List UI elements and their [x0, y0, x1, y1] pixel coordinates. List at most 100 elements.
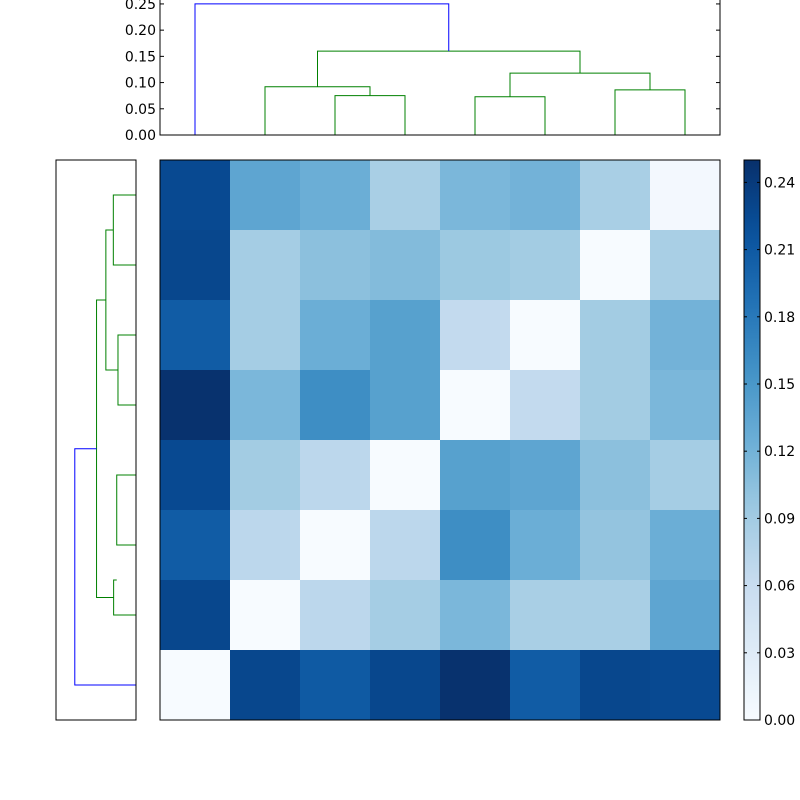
- top-dendrogram-tick-label: 0.10: [125, 76, 156, 92]
- heatmap-cell: [580, 300, 651, 371]
- heatmap-cell: [440, 440, 511, 511]
- top-dendrogram-tick-label: 0.15: [125, 49, 156, 65]
- heatmap-cell: [650, 230, 721, 301]
- heatmap-cell: [650, 370, 721, 441]
- heatmap-cell: [160, 300, 231, 371]
- heatmap-cell: [300, 650, 371, 721]
- colorbar-gradient: [743, 159, 761, 721]
- top-dendrogram-tick-label: 0.05: [125, 102, 156, 118]
- top-dendrogram-frame: [159, 0, 721, 136]
- heatmap-cell: [510, 510, 581, 581]
- left-dendrogram-link: [96, 299, 114, 598]
- heatmap-cell: [160, 580, 231, 651]
- colorbar-tick-label: 0.00: [764, 713, 795, 729]
- heatmap-cell: [650, 580, 721, 651]
- heatmap-cell: [440, 510, 511, 581]
- top-dendrogram: 0.00 0.05 0.10 0.15 0.20 0.25: [125, 0, 721, 144]
- left-dendrogram-link: [74, 448, 136, 686]
- top-dendrogram-link: [614, 89, 686, 135]
- heatmap-cell: [160, 370, 231, 441]
- heatmap-cell: [230, 300, 301, 371]
- heatmap-cell: [580, 440, 651, 511]
- left-dendrogram: [55, 159, 137, 721]
- heatmap-cell: [440, 650, 511, 721]
- heatmap-cell: [160, 650, 231, 721]
- heatmap-cell: [440, 230, 511, 301]
- heatmap-cell: [230, 230, 301, 301]
- colorbar-tick-label: 0.21: [764, 243, 795, 259]
- heatmap-cell: [650, 160, 721, 231]
- heatmap-cell: [160, 510, 231, 581]
- heatmap-cell: [510, 580, 581, 651]
- heatmap-cell: [650, 440, 721, 511]
- colorbar-tick-label: 0.18: [764, 310, 795, 326]
- heatmap-cell: [230, 160, 301, 231]
- heatmap: [159, 159, 721, 721]
- heatmap-cell: [230, 440, 301, 511]
- heatmap-cell: [440, 580, 511, 651]
- top-dendrogram-link: [317, 50, 581, 87]
- heatmap-cell: [510, 370, 581, 441]
- heatmap-cell: [370, 650, 441, 721]
- heatmap-cell: [160, 440, 231, 511]
- left-dendrogram-link: [117, 334, 136, 406]
- top-dendrogram-link: [474, 96, 546, 135]
- heatmap-frame: [159, 159, 721, 721]
- top-dendrogram-link: [264, 86, 371, 135]
- heatmap-cell: [370, 440, 441, 511]
- colorbar-tick-label: 0.15: [764, 377, 795, 393]
- heatmap-cell: [580, 650, 651, 721]
- heatmap-cell: [300, 230, 371, 301]
- heatmap-cell: [230, 580, 301, 651]
- left-dendrogram-link: [113, 579, 136, 616]
- heatmap-cell: [510, 300, 581, 371]
- heatmap-cell: [160, 230, 231, 301]
- heatmap-cell: [230, 370, 301, 441]
- left-dendrogram-link: [112, 194, 136, 266]
- left-dendrogram-frame: [55, 159, 137, 721]
- top-dendrogram-link: [194, 3, 450, 135]
- heatmap-cell: [370, 300, 441, 371]
- heatmap-cell: [440, 370, 511, 441]
- heatmap-cell: [370, 230, 441, 301]
- colorbar-tick-label: 0.09: [764, 511, 795, 527]
- heatmap-cell: [300, 160, 371, 231]
- heatmap-cell: [230, 510, 301, 581]
- heatmap-cell: [300, 510, 371, 581]
- heatmap-cell: [440, 160, 511, 231]
- heatmap-cell: [510, 160, 581, 231]
- heatmap-cell: [510, 650, 581, 721]
- heatmap-cell: [510, 230, 581, 301]
- heatmap-cell: [650, 650, 721, 721]
- heatmap-cell: [580, 230, 651, 301]
- heatmap-cell: [370, 510, 441, 581]
- left-dendrogram-link: [105, 229, 118, 371]
- colorbar-tick-label: 0.12: [764, 444, 795, 460]
- colorbar-tick-label: 0.24: [764, 175, 795, 191]
- heatmap-cell: [300, 370, 371, 441]
- top-dendrogram-tick-label: 0.25: [125, 0, 156, 13]
- heatmap-cell: [370, 580, 441, 651]
- top-dendrogram-tick-label: 0.20: [125, 23, 156, 39]
- top-dendrogram-link: [334, 95, 406, 135]
- heatmap-cell: [510, 440, 581, 511]
- heatmap-cell: [580, 160, 651, 231]
- heatmap-cell: [580, 510, 651, 581]
- heatmap-cell: [300, 440, 371, 511]
- heatmap-cell: [300, 580, 371, 651]
- heatmap-cell: [650, 510, 721, 581]
- heatmap-cell: [580, 580, 651, 651]
- heatmap-cell: [440, 300, 511, 371]
- left-dendrogram-link: [116, 474, 136, 546]
- colorbar: 0.00 0.03 0.06 0.09 0.12 0.15 0.18 0.21 0.24: [743, 159, 795, 729]
- heatmap-cell: [160, 160, 231, 231]
- top-dendrogram-tick-label: 0.00: [125, 128, 156, 144]
- colorbar-tick-label: 0.03: [764, 646, 795, 662]
- heatmap-cell: [580, 370, 651, 441]
- colorbar-tick-label: 0.06: [764, 579, 795, 595]
- heatmap-cell: [370, 370, 441, 441]
- heatmap-cell: [300, 300, 371, 371]
- heatmap-cell: [370, 160, 441, 231]
- heatmap-cell: [650, 300, 721, 371]
